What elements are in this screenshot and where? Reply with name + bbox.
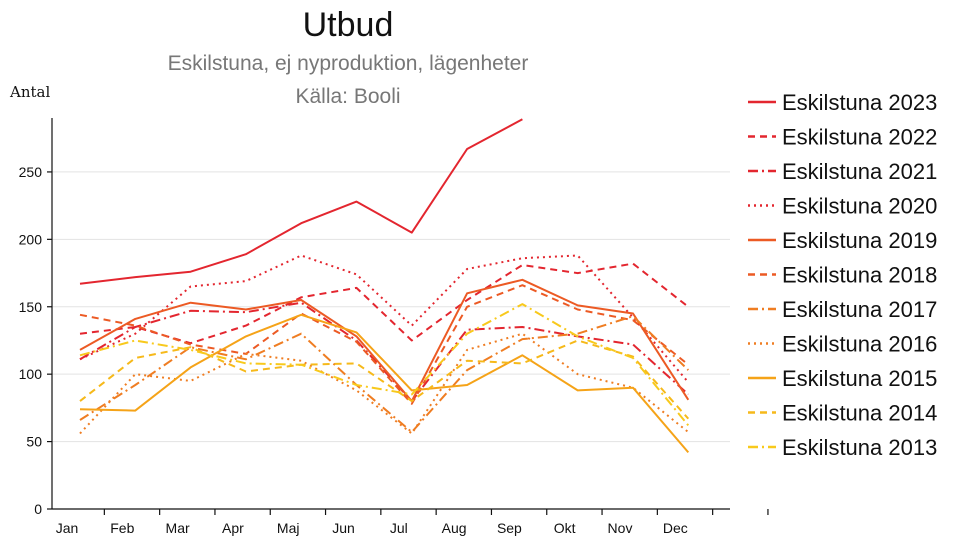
series-line-6 bbox=[79, 315, 689, 434]
series-layer bbox=[79, 118, 690, 454]
x-tick-label: Feb bbox=[110, 520, 134, 536]
x-tick-label: Sep bbox=[497, 520, 522, 536]
x-tick-label: Jul bbox=[390, 520, 408, 536]
x-tick-label: Dec bbox=[663, 520, 688, 536]
y-tick-label: 100 bbox=[19, 366, 43, 382]
legend-label-8: Eskilstuna 2015 bbox=[782, 366, 937, 391]
chart-subtitle: Eskilstuna, ej nyproduktion, lägenheter bbox=[168, 52, 529, 75]
legend-label-6: Eskilstuna 2017 bbox=[782, 297, 937, 322]
series-line-5 bbox=[79, 284, 689, 405]
y-tick-label: 250 bbox=[19, 164, 43, 180]
y-tick-label: 50 bbox=[26, 434, 42, 450]
series-line-2 bbox=[79, 301, 689, 403]
legend-label-5: Eskilstuna 2018 bbox=[782, 263, 937, 288]
chart-title: Utbud bbox=[303, 6, 394, 44]
legend-label-3: Eskilstuna 2020 bbox=[782, 194, 937, 219]
x-tick-label: Nov bbox=[608, 520, 633, 536]
series-line-9 bbox=[79, 339, 690, 420]
y-axis-label: Antal bbox=[9, 83, 50, 101]
x-tick-label: Jan bbox=[56, 520, 79, 536]
series-line-10 bbox=[79, 303, 690, 427]
legend-label-9: Eskilstuna 2014 bbox=[782, 401, 937, 426]
series-line-3 bbox=[79, 254, 690, 383]
series-line-7 bbox=[79, 332, 689, 435]
x-tick-label: Mar bbox=[166, 520, 190, 536]
legend-label-2: Eskilstuna 2021 bbox=[782, 159, 937, 184]
x-tick-label: Maj bbox=[277, 520, 300, 536]
series-line-1 bbox=[79, 262, 689, 345]
x-tick-label: Jun bbox=[332, 520, 355, 536]
series-line-8 bbox=[79, 313, 690, 454]
y-tick-label: 0 bbox=[34, 501, 42, 517]
legend-label-0: Eskilstuna 2023 bbox=[782, 90, 937, 115]
legend-label-10: Eskilstuna 2013 bbox=[782, 435, 937, 460]
legend-label-1: Eskilstuna 2022 bbox=[782, 125, 937, 150]
legend-label-7: Eskilstuna 2016 bbox=[782, 332, 937, 357]
series-line-0 bbox=[79, 118, 523, 285]
x-tick-label: Aug bbox=[442, 520, 467, 536]
chart-source: Källa: Booli bbox=[295, 85, 400, 108]
y-tick-label: 150 bbox=[19, 299, 43, 315]
axis-layer: 0 50 100 150 200 250 Jan Feb Mar Apr Maj Jun Jul Aug S… bbox=[19, 118, 769, 536]
x-tick-label: Apr bbox=[222, 520, 244, 536]
x-tick-label: Okt bbox=[554, 520, 576, 536]
legend: Eskilstuna 2023 Eskilstuna 2022 Eskilstuna… bbox=[748, 90, 937, 460]
y-tick-label: 200 bbox=[19, 231, 43, 247]
legend-label-4: Eskilstuna 2019 bbox=[782, 228, 937, 253]
series-line-4 bbox=[79, 278, 690, 403]
